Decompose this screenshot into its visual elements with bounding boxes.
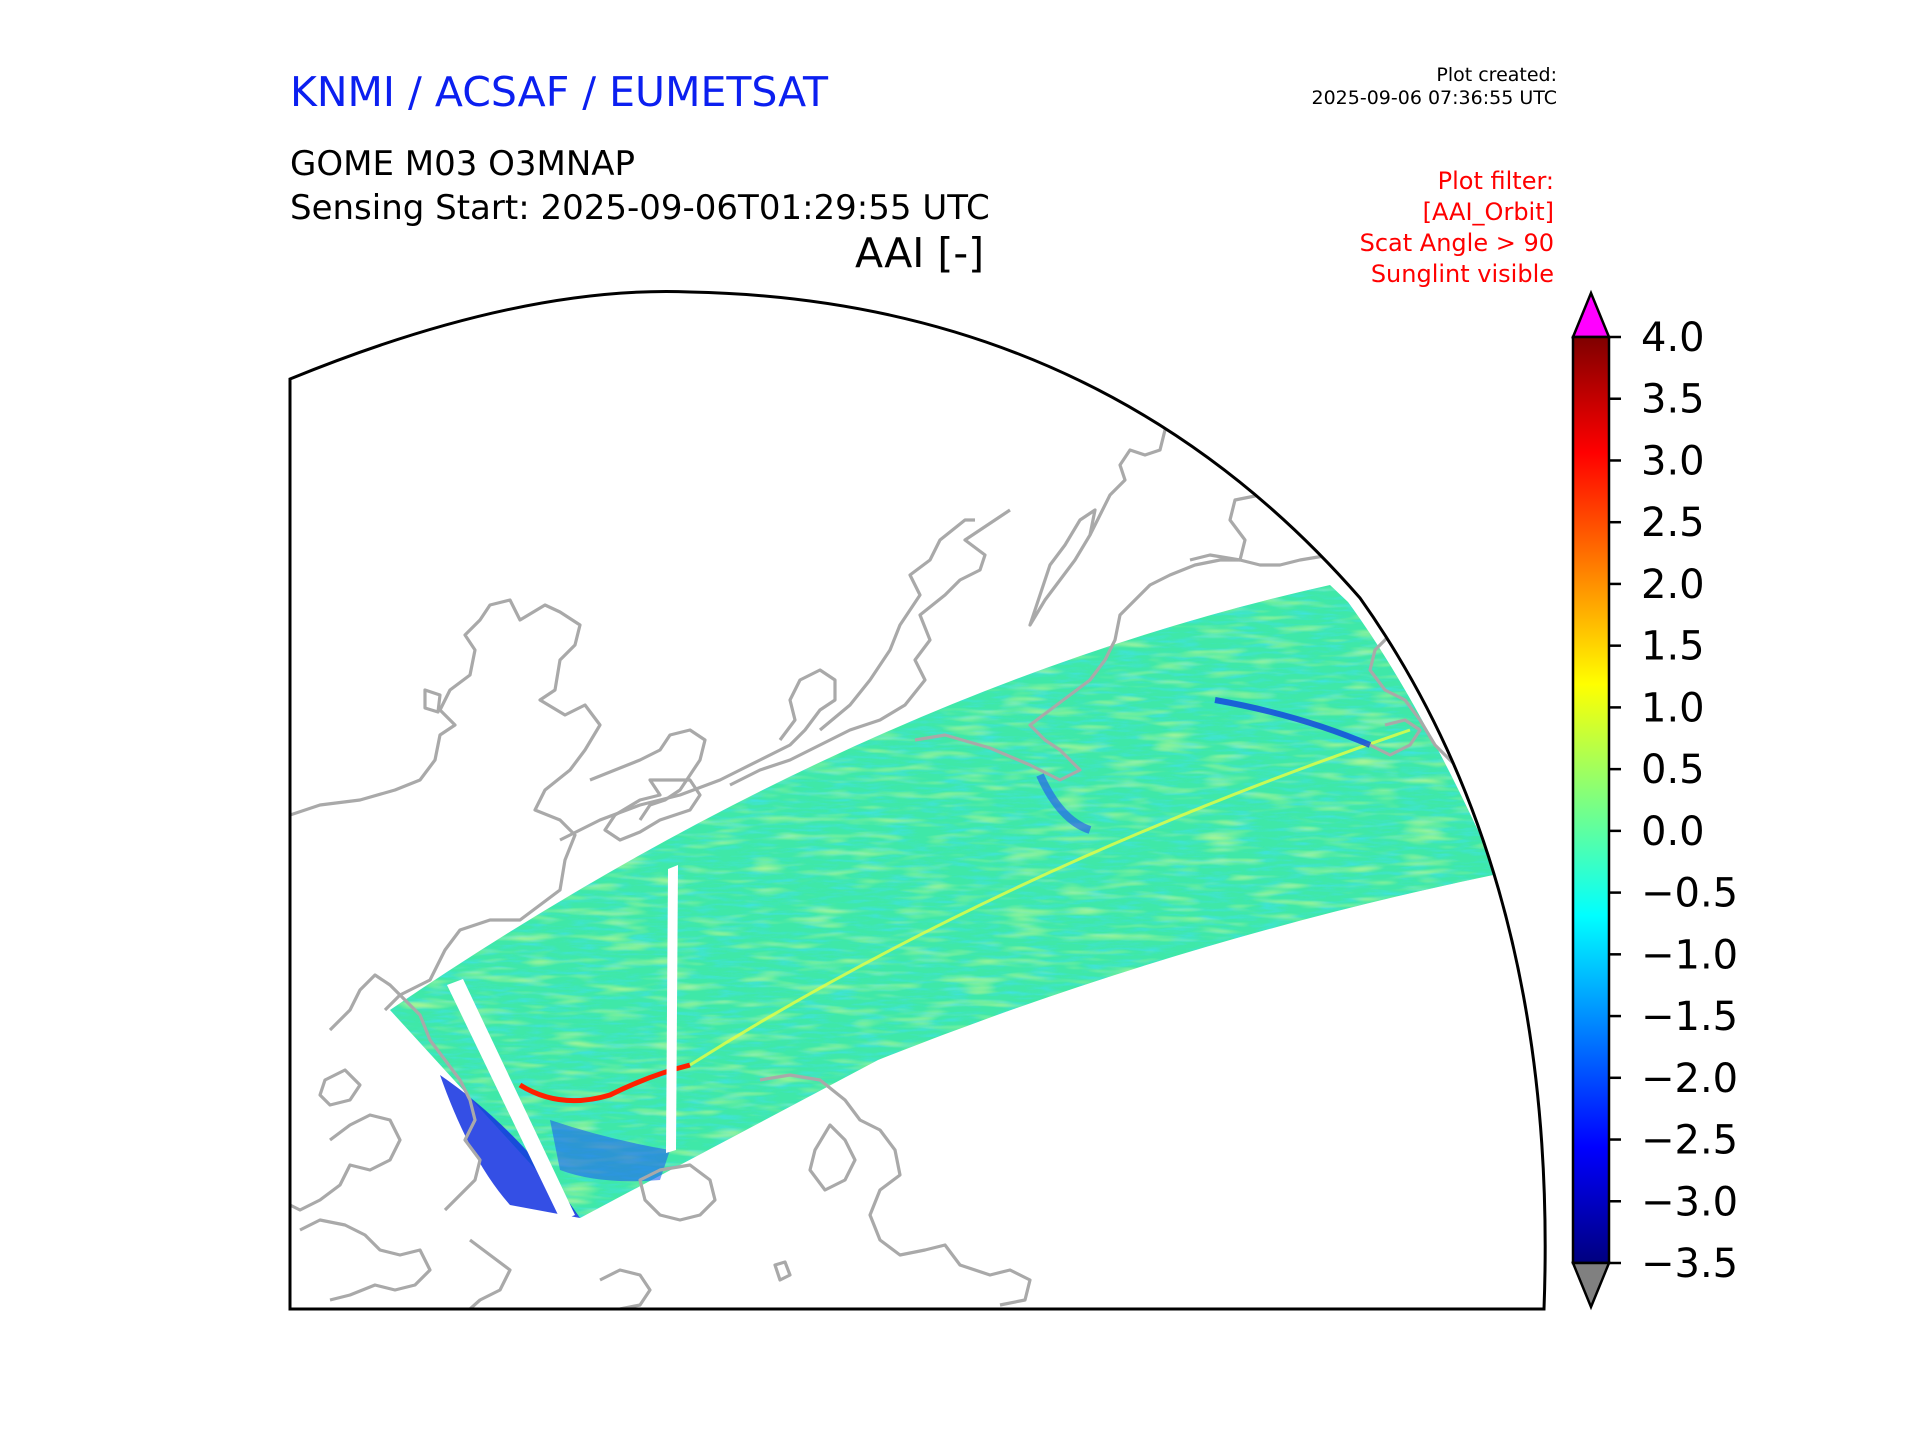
plot-filter-line: [AAI_Orbit] [1422, 198, 1554, 226]
bright-streak [689, 728, 1411, 1067]
colorbar-body [1571, 335, 1611, 1265]
colorbar-tick-label: −3.0 [1641, 1179, 1738, 1225]
coastline-alaska [759, 1073, 1032, 1307]
coastline-archipelago [299, 1218, 432, 1302]
coastline-severnaya-zemlya [1028, 508, 1097, 627]
coastline-svalbard [589, 728, 707, 821]
colorbar-tick-label: −1.0 [1641, 932, 1738, 978]
colorbar-tick-label: 3.0 [1641, 438, 1705, 484]
coastline-aleutian [599, 1268, 652, 1309]
data-gap [447, 979, 575, 1221]
coastline-scandinavia [559, 668, 837, 842]
coastline-novaya-zemlya [818, 518, 975, 732]
coastline-baltic [603, 778, 702, 842]
product-title: GOME M03 O3MNAP [290, 144, 636, 184]
coastlines [290, 398, 1462, 1309]
coastline-hudson [468, 1238, 512, 1309]
plot-created: Plot created: 2025-09-06 07:36:55 UTC [1312, 64, 1558, 110]
coastline-alaska-north [808, 1123, 857, 1192]
colorbar-tick-label: −1.5 [1641, 994, 1738, 1040]
low-aai-streak [1036, 773, 1092, 834]
coastline-canada [328, 973, 482, 1212]
low-aai-streak [1214, 697, 1372, 748]
coastline-greenland [290, 598, 602, 1012]
plot-filter-line: Sunglint visible [1370, 260, 1554, 288]
colorbar-tick-label: 1.5 [1641, 624, 1705, 670]
colorbar-tick-label: 0.5 [1641, 747, 1705, 793]
colorbar-tick-label: 2.5 [1641, 500, 1705, 546]
colorbar-tick-label: 2.0 [1641, 562, 1705, 608]
colorbar-tick-label: −2.5 [1641, 1118, 1738, 1164]
colorbar-under-arrow [1571, 1261, 1611, 1311]
plot-filter: Plot filter: [AAI_Orbit] Scat Angle > 90… [1360, 166, 1554, 290]
parameter-label: AAI [-] [855, 229, 985, 277]
coastline-ellesmere [318, 1068, 362, 1107]
coastline-siberia [914, 398, 1277, 782]
colorbar-tick-label: 1.0 [1641, 685, 1705, 731]
sensing-start: Sensing Start: 2025-09-06T01:29:55 UTC [290, 188, 990, 228]
map-boundary [288, 290, 1547, 1311]
aai-swath [390, 585, 1498, 1221]
colorbar-tick-label: −0.5 [1641, 871, 1738, 917]
colorbar-tick-label: −2.0 [1641, 1056, 1738, 1102]
colorbar-tick-label: −3.5 [1641, 1241, 1738, 1287]
plot-created-value: 2025-09-06 07:36:55 UTC [1311, 87, 1558, 109]
high-aai-streak [518, 1062, 691, 1104]
plot-filter-line: Scat Angle > 90 [1359, 229, 1554, 257]
colorbar-ticks: 4.0 3.5 3.0 2.5 2.0 1.5 1.0 0.5 0.0 −0.5 −1.0 −1.5 −… [1609, 315, 1738, 1287]
plot-filter-line: Plot filter: [1437, 167, 1554, 195]
colorbar-tick-label: 4.0 [1641, 315, 1705, 361]
data-gap [666, 865, 678, 1153]
coastline-bering [1369, 718, 1422, 757]
organization-title: KNMI / ACSAF / EUMETSAT [290, 68, 829, 116]
map-area [290, 398, 1498, 1309]
colorbar-over-arrow [1571, 289, 1611, 339]
coastline-island-small [773, 1260, 792, 1282]
plot-created-label: Plot created: [1436, 64, 1557, 86]
coastline-baffin [290, 1113, 402, 1212]
colorbar: 4.0 3.5 3.0 2.5 2.0 1.5 1.0 0.5 0.0 −0.5 −1.0 −1.5 −… [1571, 289, 1738, 1311]
coastline-russia-north [729, 508, 1011, 787]
colorbar-tick-label: 0.0 [1641, 809, 1705, 855]
coastline-island [423, 688, 442, 714]
low-aai-region [550, 1120, 670, 1182]
coastline-canada-north [638, 1163, 717, 1222]
colorbar-tick-label: 3.5 [1641, 377, 1705, 423]
